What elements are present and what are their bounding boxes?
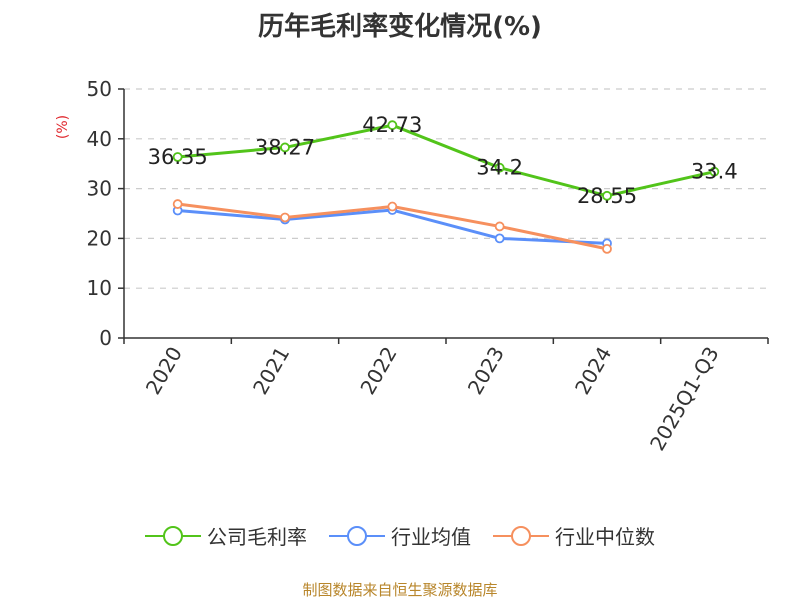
data-point (387, 120, 398, 131)
series-line-0 (177, 123, 715, 198)
data-label: 42.73 (362, 113, 422, 137)
y-tick-label: 0 (99, 326, 112, 350)
axes: 0 10 20 30 40 50 2020 2021 2022 2023 2024 2025Q1-Q3 (87, 77, 769, 455)
legend-item-industry-average[interactable]: 行业均值 (329, 521, 471, 550)
data-point (602, 243, 612, 254)
data-point (280, 212, 290, 223)
data-point (494, 221, 505, 232)
legend-marker-industry-median (493, 525, 549, 546)
x-tick-label: 2020 (141, 343, 187, 399)
data-point (387, 201, 398, 212)
data-point (494, 233, 505, 244)
legend-label-company-gross-margin: 公司毛利率 (207, 525, 307, 549)
y-axis-title: (%) (55, 115, 71, 139)
chart-title: 历年毛利率变化情况(%) (258, 12, 542, 42)
legend-label-industry-median: 行业中位数 (555, 525, 655, 549)
data-label: 36.35 (148, 145, 208, 169)
legend-item-company-gross-margin[interactable]: 公司毛利率 (145, 521, 307, 550)
y-tick-label: 10 (87, 276, 112, 300)
data-point (709, 166, 720, 177)
legend-item-industry-median[interactable]: 行业中位数 (493, 521, 655, 550)
source-note: 制图数据来自恒生聚源数据库 (302, 581, 498, 599)
data-point (280, 142, 290, 153)
data-point (602, 190, 612, 201)
data-point (172, 199, 183, 209)
legend: 公司毛利率 行业均值 行业中位数 (0, 521, 800, 550)
data-point (494, 162, 505, 173)
legend-label-industry-average: 行业均值 (391, 525, 471, 549)
legend-marker-industry-average (329, 525, 385, 546)
y-tick-label: 20 (87, 226, 112, 250)
data-label: 38.27 (255, 135, 315, 159)
x-tick-label: 2022 (355, 343, 401, 399)
y-tick-label: 40 (87, 127, 112, 151)
x-tick-label: 2025Q1-Q3 (645, 343, 724, 455)
data-point (172, 152, 183, 162)
data-label: 34.2 (476, 156, 523, 180)
data-label: 28.55 (577, 184, 637, 208)
series (172, 120, 720, 254)
y-tick-label: 50 (87, 77, 112, 101)
y-tick-label: 30 (87, 177, 112, 201)
x-tick-label: 2021 (248, 343, 294, 399)
x-tick-label: 2023 (463, 343, 509, 399)
data-label: 33.4 (691, 160, 738, 184)
data-labels: 36.35 38.27 42.73 34.2 28.55 33.4 (148, 113, 738, 208)
grid-lines (124, 88, 768, 289)
legend-marker-company-gross-margin (145, 525, 201, 546)
x-tick-label: 2024 (570, 343, 616, 399)
